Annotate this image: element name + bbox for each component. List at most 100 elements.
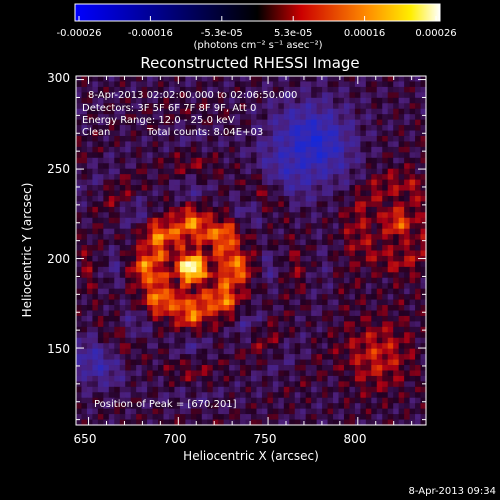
heatmap-cell (267, 403, 274, 410)
heatmap-cell (152, 130, 159, 137)
heatmap-cell (185, 321, 192, 328)
heatmap-cell (393, 283, 400, 290)
heatmap-cell (338, 288, 345, 295)
heatmap-cell (136, 288, 143, 295)
heatmap-cell (311, 125, 318, 132)
heatmap-cell (371, 321, 378, 328)
heatmap-cell (103, 239, 110, 246)
heatmap-cell (294, 365, 301, 372)
heatmap-cell (404, 201, 411, 208)
heatmap-cell (223, 403, 230, 410)
heatmap-cell (136, 370, 143, 377)
heatmap-cell (376, 103, 383, 110)
heatmap-cell (343, 185, 351, 192)
heatmap-cell (305, 381, 312, 388)
heatmap-cell (327, 348, 334, 355)
heatmap-cell (97, 141, 104, 148)
heatmap-cell (333, 190, 340, 197)
heatmap-cell (404, 163, 411, 170)
heatmap-cell (300, 135, 307, 143)
heatmap-cell (136, 332, 143, 339)
heatmap-cell (327, 201, 334, 208)
heatmap-cell (376, 234, 383, 241)
heatmap-cell (415, 239, 422, 246)
heatmap-cell (415, 195, 422, 203)
heatmap-cell (354, 228, 361, 235)
heatmap-cell (333, 310, 340, 317)
heatmap-cell (311, 239, 318, 246)
heatmap-cell (333, 212, 340, 219)
heatmap-cell (365, 288, 372, 295)
heatmap-cell (398, 414, 405, 421)
heatmap-cell (393, 386, 400, 393)
heatmap-cell (119, 250, 126, 257)
heatmap-cell (147, 288, 154, 295)
heatmap-cell (218, 125, 225, 132)
heatmap-cell (207, 179, 214, 186)
heatmap-cell (420, 185, 427, 192)
heatmap-cell (311, 288, 318, 295)
heatmap-cell (81, 157, 88, 164)
heatmap-cell (398, 288, 405, 295)
heatmap-cell (327, 277, 334, 284)
heatmap-cell (404, 108, 411, 115)
heatmap-cell (114, 92, 121, 99)
heatmap-cell (300, 81, 307, 88)
heatmap-cell (97, 343, 104, 350)
heatmap-cell (97, 414, 104, 421)
heatmap-cell (234, 228, 241, 235)
heatmap-cell (398, 250, 405, 257)
heatmap-cell (179, 212, 186, 219)
heatmap-cell (190, 381, 197, 388)
heatmap-cell (158, 414, 165, 421)
heatmap-cell (393, 201, 400, 208)
heatmap-cell (316, 135, 323, 143)
heatmap-cell (147, 419, 154, 426)
heatmap-cell (327, 223, 334, 230)
heatmap-cell (212, 245, 219, 252)
heatmap-cell (365, 174, 372, 181)
heatmap-cell (283, 157, 290, 164)
heatmap-cell (130, 294, 137, 301)
heatmap-cell (174, 359, 181, 366)
heatmap-cell (338, 179, 345, 186)
heatmap-cell (97, 266, 104, 273)
heatmap-cell (163, 212, 170, 219)
heatmap-cell (201, 190, 208, 197)
heatmap-cell (360, 174, 367, 181)
heatmap-cell (398, 239, 405, 246)
heatmap-cell (196, 348, 203, 355)
heatmap-cell (163, 397, 170, 404)
heatmap-cell (305, 125, 312, 132)
heatmap-cell (272, 146, 279, 153)
heatmap-cell (141, 217, 148, 224)
heatmap-cell (152, 108, 159, 115)
heatmap-cell (267, 179, 274, 186)
heatmap-cell (223, 283, 230, 290)
heatmap-cell (267, 305, 274, 312)
heatmap-cell (81, 294, 88, 301)
heatmap-cell (382, 168, 389, 175)
heatmap-cell (267, 168, 274, 175)
heatmap-cell (108, 419, 115, 426)
heatmap-cell (212, 141, 219, 148)
heatmap-cell (267, 408, 274, 415)
heatmap-cell (190, 375, 197, 382)
heatmap-cell (201, 365, 208, 372)
heatmap-cell (316, 76, 323, 83)
time-range-annotation: 8-Apr-2013 02:02:00.000 to 02:06:50.000 (88, 90, 297, 101)
heatmap-cell (201, 294, 208, 301)
heatmap-cell (272, 108, 279, 115)
heatmap-cell (234, 299, 241, 306)
heatmap-cell (97, 381, 104, 388)
heatmap-cell (86, 239, 94, 246)
heatmap-cell (201, 255, 208, 262)
heatmap-cell (240, 266, 247, 273)
heatmap-cell (92, 408, 99, 415)
heatmap-cell (207, 245, 214, 252)
heatmap-cell (251, 321, 258, 328)
heatmap-cell (409, 223, 416, 230)
heatmap-cell (179, 332, 186, 339)
heatmap-cell (136, 354, 143, 361)
heatmap-cell (136, 315, 143, 322)
